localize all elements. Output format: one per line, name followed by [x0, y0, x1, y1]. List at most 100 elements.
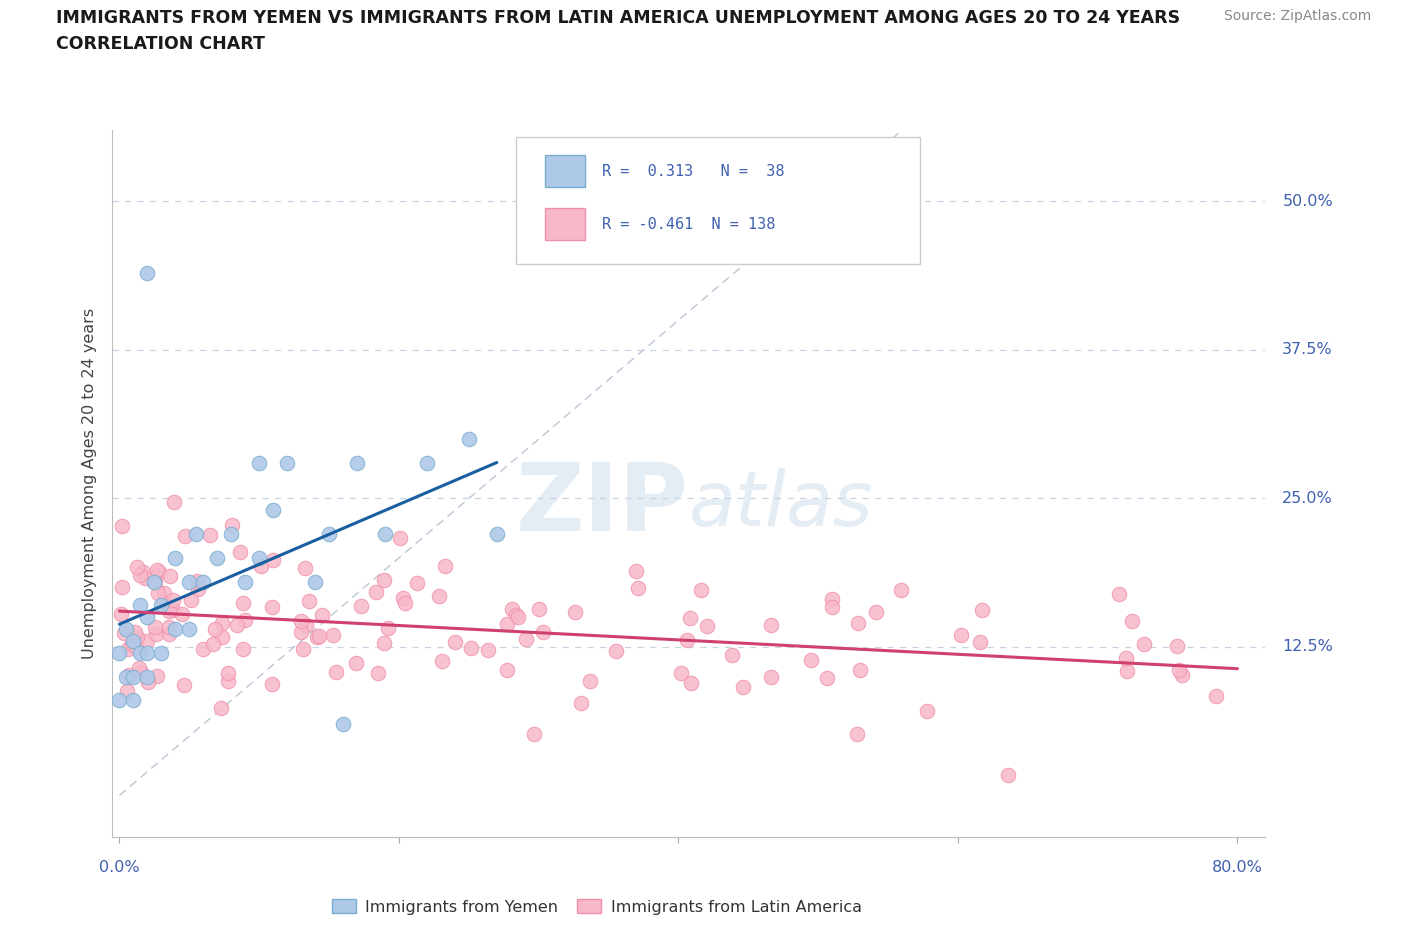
- Point: [152, 594, 174, 609]
- Point: [108, 645, 131, 660]
- Point: [501, 602, 523, 617]
- Point: [290, 614, 312, 629]
- Point: [815, 671, 838, 685]
- Point: [890, 583, 912, 598]
- Point: [143, 620, 166, 635]
- Point: [136, 610, 159, 625]
- Point: [681, 675, 703, 690]
- Point: [416, 456, 439, 471]
- Y-axis label: Unemployment Among Ages 20 to 24 years: Unemployment Among Ages 20 to 24 years: [82, 308, 97, 659]
- Point: [800, 652, 823, 667]
- Point: [406, 576, 429, 591]
- Point: [457, 432, 479, 446]
- Point: [128, 660, 150, 675]
- Point: [162, 592, 184, 607]
- Point: [1167, 663, 1189, 678]
- Point: [143, 574, 166, 589]
- Point: [508, 609, 530, 624]
- Point: [165, 551, 187, 565]
- Point: [394, 595, 416, 610]
- Point: [136, 634, 159, 649]
- Point: [527, 602, 550, 617]
- Point: [477, 643, 499, 658]
- Point: [193, 574, 215, 589]
- Point: [162, 603, 184, 618]
- Point: [350, 599, 373, 614]
- Point: [186, 574, 208, 589]
- Point: [174, 529, 197, 544]
- Point: [432, 653, 454, 668]
- Point: [1121, 614, 1143, 629]
- Point: [720, 648, 742, 663]
- Point: [531, 625, 554, 640]
- Point: [262, 552, 284, 567]
- Point: [346, 456, 368, 471]
- Point: [111, 579, 134, 594]
- Point: [325, 664, 347, 679]
- Point: [115, 670, 138, 684]
- Point: [523, 727, 546, 742]
- Point: [110, 607, 132, 622]
- Point: [129, 645, 152, 660]
- Point: [865, 604, 887, 619]
- Point: [247, 456, 270, 471]
- Point: [304, 574, 326, 589]
- Point: [821, 591, 844, 606]
- Point: [849, 663, 872, 678]
- Point: [1274, 711, 1296, 725]
- Point: [997, 768, 1019, 783]
- Point: [759, 670, 782, 684]
- FancyBboxPatch shape: [544, 208, 585, 240]
- Point: [1166, 638, 1188, 653]
- Point: [322, 628, 344, 643]
- Point: [122, 693, 145, 708]
- Point: [505, 607, 527, 622]
- Point: [318, 526, 340, 541]
- Point: [307, 630, 329, 644]
- Point: [219, 526, 242, 541]
- Point: [344, 656, 367, 671]
- Point: [1270, 672, 1292, 687]
- Point: [298, 594, 321, 609]
- Point: [460, 641, 482, 656]
- Point: [173, 677, 195, 692]
- Point: [146, 585, 169, 600]
- Point: [111, 518, 134, 533]
- Point: [187, 581, 209, 596]
- Point: [373, 573, 395, 588]
- Point: [332, 717, 354, 732]
- Point: [364, 584, 387, 599]
- Point: [675, 632, 697, 647]
- Point: [759, 618, 782, 632]
- Point: [136, 645, 159, 660]
- Point: [162, 495, 184, 510]
- Point: [128, 567, 150, 582]
- Point: [226, 618, 249, 632]
- Point: [129, 665, 152, 680]
- Point: [308, 629, 330, 644]
- Point: [132, 565, 155, 579]
- Point: [217, 666, 239, 681]
- Point: [125, 640, 148, 655]
- Point: [202, 636, 225, 651]
- Point: [950, 628, 973, 643]
- Point: [579, 673, 602, 688]
- Point: [129, 598, 152, 613]
- Point: [262, 677, 284, 692]
- Point: [150, 598, 173, 613]
- Point: [145, 669, 167, 684]
- Point: [115, 684, 138, 698]
- Point: [118, 668, 141, 683]
- Text: 80.0%: 80.0%: [1212, 860, 1263, 875]
- Point: [290, 625, 312, 640]
- Point: [233, 613, 256, 628]
- Point: [157, 604, 180, 618]
- Point: [564, 604, 586, 619]
- Point: [292, 642, 315, 657]
- Point: [433, 558, 456, 573]
- Point: [221, 517, 243, 532]
- Point: [191, 642, 214, 657]
- Text: 0.0%: 0.0%: [100, 860, 139, 875]
- Point: [311, 608, 333, 623]
- Point: [125, 630, 148, 644]
